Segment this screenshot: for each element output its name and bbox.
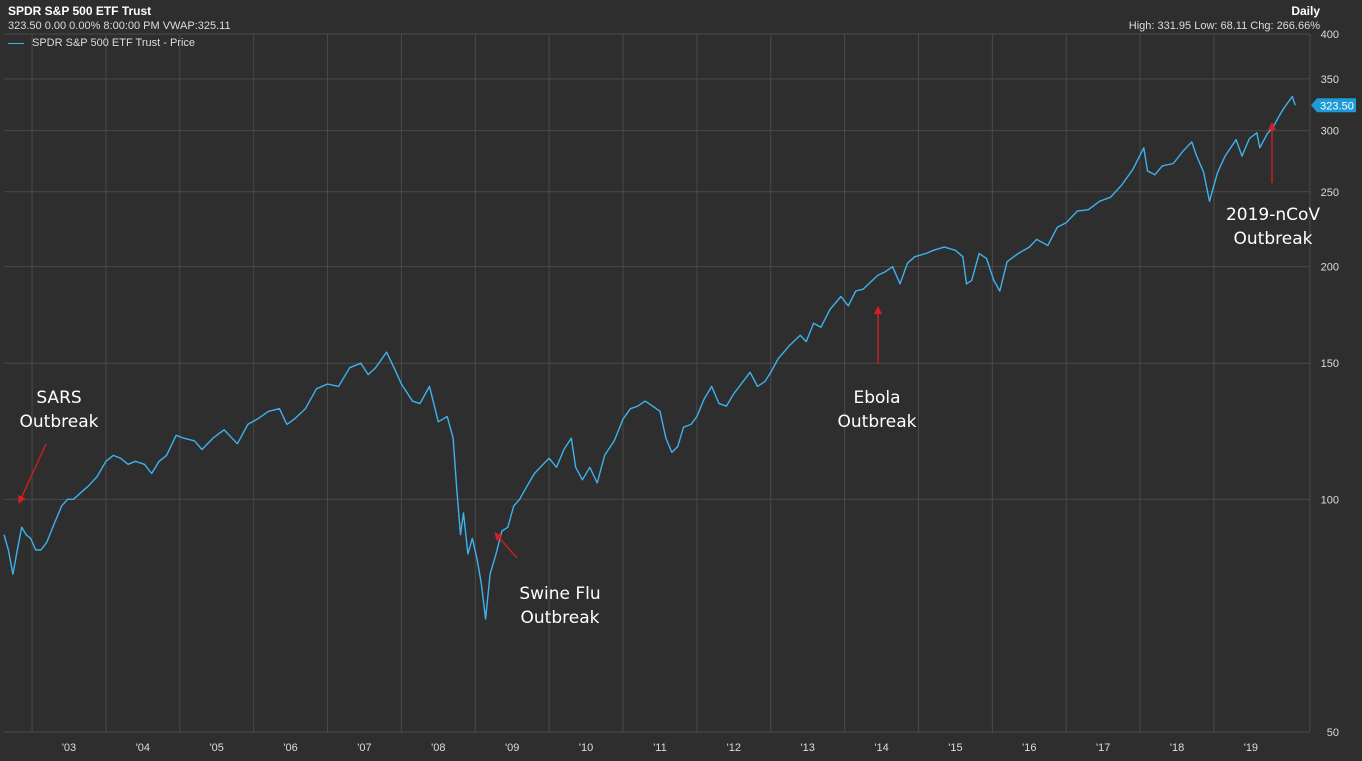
y-tick-label: 150 (1321, 358, 1339, 370)
y-axis: 50 100 150 200 250 300 350 400 (1321, 29, 1339, 739)
x-tick-label: '04 (136, 742, 150, 754)
chart-grid (4, 33, 1311, 733)
legend-label: SPDR S&P 500 ETF Trust - Price (32, 37, 196, 49)
price-tag-shape (1311, 98, 1356, 113)
last-price-tag: 323.50 (1311, 98, 1356, 113)
annotation-2019-ncov: 2019-nCoV Outbreak (1225, 205, 1321, 249)
annotation-arrows (18, 122, 1276, 559)
x-tick-label: '12 (727, 742, 741, 754)
y-tick-label: 350 (1321, 74, 1339, 86)
legend-line-swatch (8, 42, 24, 44)
quote-line: 323.50 0.00 0.00% 8:00:00 PM VWAP:325.11 (8, 20, 231, 32)
y-tick-label: 200 (1321, 262, 1339, 274)
x-tick-label: '07 (357, 742, 371, 754)
x-axis: '03 '04 '05 '06 '07 '08 '09 '10 '11 '12 '13 '14 '15 '… (62, 742, 1258, 754)
x-tick-label: '09 (505, 742, 519, 754)
y-tick-label: 250 (1321, 187, 1339, 199)
swine-flu-arrow (494, 532, 518, 559)
price-tag-value: 323.50 (1320, 100, 1354, 112)
y-tick-label: 400 (1321, 29, 1339, 41)
range-stats: High: 331.95 Low: 68.11 Chg: 266.66% (1128, 20, 1320, 32)
annotation-sars: SARS Outbreak (19, 388, 99, 432)
x-tick-label: '11 (653, 742, 667, 754)
chart-title: SPDR S&P 500 ETF Trust (8, 4, 152, 18)
chart-series (3, 95, 1296, 620)
y-tick-label: 50 (1327, 727, 1339, 739)
x-tick-label: '14 (874, 742, 888, 754)
annotation-swine-flu: Swine Flu Outbreak (519, 584, 601, 628)
legend[interactable]: SPDR S&P 500 ETF Trust - Price (8, 37, 195, 49)
x-tick-label: '13 (801, 742, 815, 754)
interval-label[interactable]: Daily (1291, 4, 1320, 18)
x-tick-label: '10 (579, 742, 593, 754)
x-tick-label: '17 (1096, 742, 1110, 754)
x-tick-label: '19 (1244, 742, 1258, 754)
y-tick-label: 300 (1321, 126, 1339, 138)
x-tick-label: '06 (283, 742, 297, 754)
x-tick-label: '05 (210, 742, 224, 754)
annotation-ebola: Ebola Outbreak (837, 388, 917, 432)
price-series-line (3, 95, 1296, 620)
y-tick-label: 100 (1321, 494, 1339, 506)
x-tick-label: '03 (62, 742, 76, 754)
x-tick-label: '08 (431, 742, 445, 754)
x-tick-label: '16 (1022, 742, 1036, 754)
sars-arrow (18, 443, 47, 504)
x-tick-label: '15 (948, 742, 962, 754)
x-tick-label: '18 (1170, 742, 1184, 754)
